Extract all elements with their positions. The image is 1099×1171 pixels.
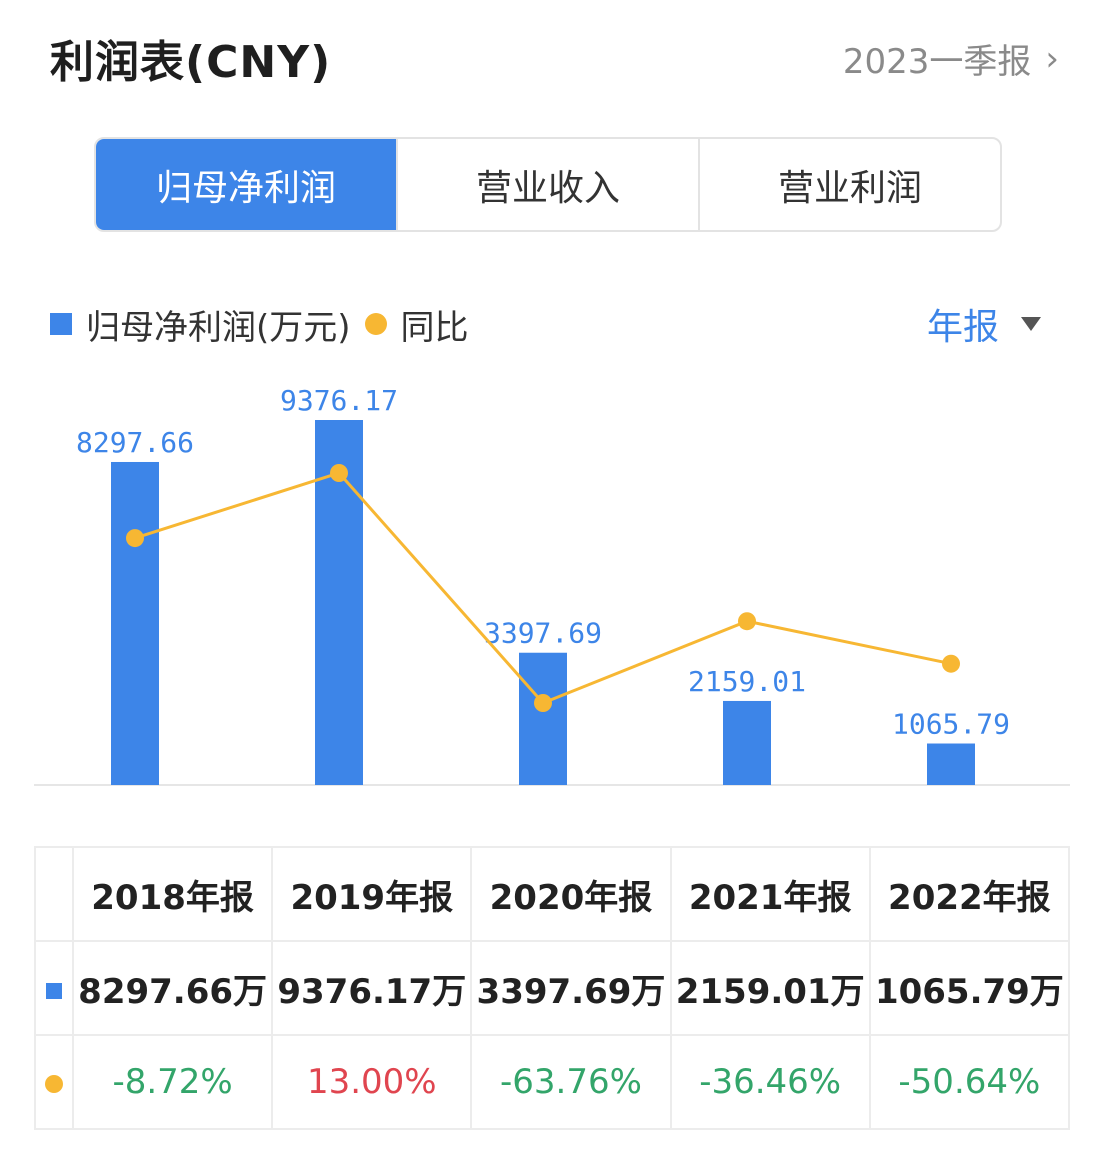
data-table: 2018年报 2019年报 2020年报 2021年报 2022年报 8297.… [34, 846, 1071, 1130]
tab-operating-revenue[interactable]: 营业收入 [398, 139, 700, 230]
legend-bar-swatch [50, 313, 72, 335]
table-header-cell: 2022年报 [868, 846, 1071, 942]
bar-data-label: 9376.17 [280, 384, 398, 417]
table-header-cell: 2021年报 [669, 846, 871, 942]
yoy-point-2018年报[interactable] [126, 529, 144, 548]
dropdown-triangle-icon [1021, 317, 1041, 331]
legend-bar-label: 归母净利润(万元) [86, 307, 351, 348]
table-corner-cell [34, 846, 74, 942]
period-type-dropdown[interactable]: 年报 [927, 296, 1041, 352]
row-marker-cell [34, 1034, 74, 1130]
yoy-point-2022年报[interactable] [942, 654, 960, 673]
table-row-net-profit: 8297.66万 9376.17万 3397.69万 2159.01万 1065… [34, 940, 1071, 1036]
bar-series-marker [46, 983, 62, 999]
tab-operating-profit[interactable]: 营业利润 [777, 167, 922, 209]
table-row-yoy: -8.72% 13.00% -63.76% -36.46% -50.64% [34, 1034, 1071, 1130]
yoy-point-2019年报[interactable] [330, 464, 348, 482]
chart-legend: 归母净利润(万元) 同比 年报 [50, 296, 1049, 352]
table-header-cell: 2019年报 [271, 846, 473, 942]
bar-2021年报[interactable] [723, 700, 771, 785]
table-yoy-cell: -36.46% [669, 1034, 871, 1130]
line-series-marker [45, 1075, 63, 1093]
period-type-label: 年报 [926, 307, 999, 348]
table-yoy-cell: -63.76% [470, 1034, 672, 1130]
table-value-cell: 8297.66万 [71, 940, 274, 1036]
bar-data-label: 3397.69 [484, 617, 602, 650]
legend-line-swatch [364, 313, 387, 335]
table-header-cell: 2018年报 [71, 846, 274, 942]
profit-chart: 8297.66 9376.17 3397.69 2159.01 1065.79 [34, 384, 1070, 786]
metric-tabs: 归母净利润 营业收入 营业利润 [94, 137, 1002, 232]
table-value-cell: 1065.79万 [868, 940, 1071, 1036]
bar-data-label: 2159.01 [688, 665, 806, 698]
yoy-point-2020年报[interactable] [534, 694, 552, 712]
bar-2020年报[interactable] [519, 652, 567, 785]
bar-data-label: 8297.66 [76, 426, 194, 459]
table-header-cell: 2020年报 [470, 846, 672, 942]
table-value-cell: 9376.17万 [271, 940, 473, 1036]
chevron-right-icon: › [1045, 38, 1059, 79]
yoy-point-2021年报[interactable] [738, 612, 756, 631]
page-title: 利润表(CNY) [50, 37, 332, 88]
table-yoy-cell: -50.64% [868, 1034, 1071, 1130]
report-period-label: 2023一季报 [842, 42, 1032, 82]
tab-net-profit-attributable[interactable]: 归母净利润 [96, 139, 398, 230]
table-value-cell: 2159.01万 [669, 940, 871, 1036]
table-value-cell: 3397.69万 [470, 940, 672, 1036]
report-period-link[interactable]: 2023一季报 › [843, 34, 1059, 83]
bar-data-label: 1065.79 [892, 708, 1010, 741]
header: 利润表(CNY) 2023一季报 › [50, 22, 1059, 92]
table-yoy-cell: -8.72% [71, 1034, 274, 1130]
bar-2022年报[interactable] [927, 743, 975, 785]
table-header-row: 2018年报 2019年报 2020年报 2021年报 2022年报 [34, 846, 1071, 942]
legend-line-label: 同比 [400, 307, 469, 348]
row-marker-cell [34, 940, 74, 1036]
bar-2018年报[interactable] [111, 461, 159, 785]
table-yoy-cell: 13.00% [271, 1034, 473, 1130]
